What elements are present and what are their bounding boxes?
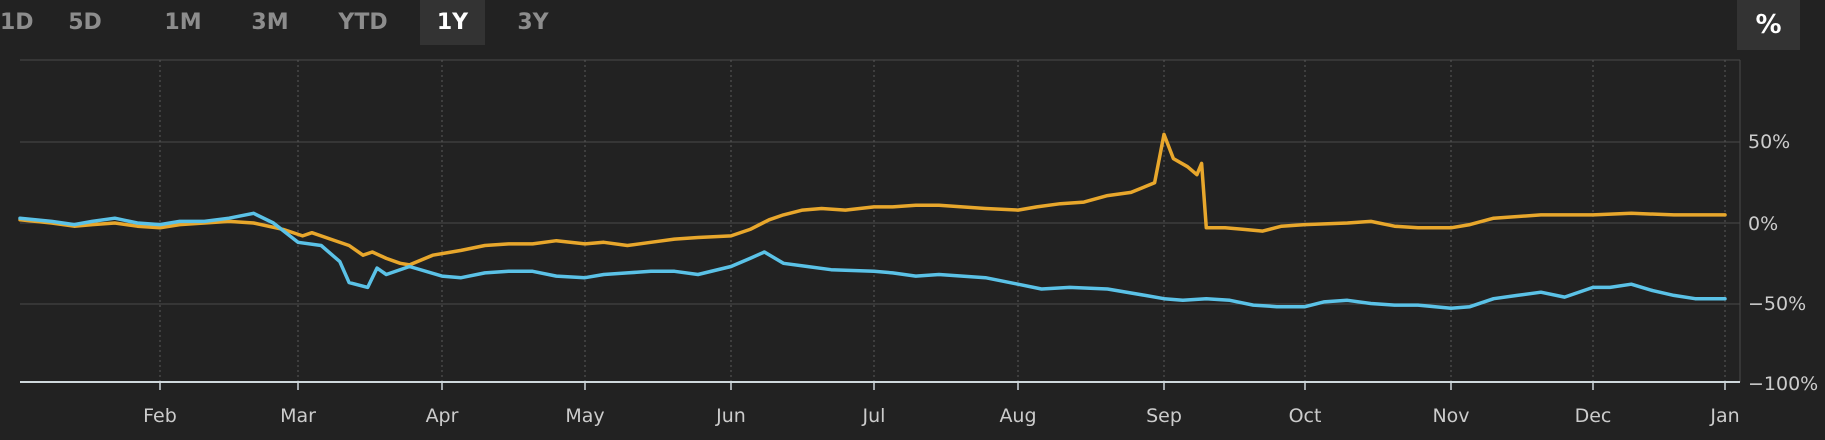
x-tick-label: Aug — [999, 405, 1036, 427]
y-tick-label: −100% — [1748, 373, 1818, 395]
x-tick-label: Nov — [1432, 405, 1469, 427]
tab-3m[interactable]: 3M — [251, 10, 289, 35]
percent-toggle-button[interactable]: % — [1737, 0, 1800, 50]
chart-series — [18, 132, 1727, 311]
x-tick-label: Jan — [1709, 405, 1739, 427]
x-tick-label: Jul — [862, 405, 886, 427]
x-tick-label: Sep — [1146, 405, 1182, 427]
chart-grid — [20, 59, 1741, 390]
x-tick-label: Apr — [426, 405, 459, 427]
tab-1m[interactable]: 1M — [164, 10, 202, 35]
tab-1y[interactable]: 1Y — [420, 0, 485, 45]
x-axis-labels: Feb Mar Apr May Jun Jul Aug Sep Oct Nov Dec Jan — [143, 405, 1739, 427]
tab-3y[interactable]: 3Y — [517, 10, 549, 35]
x-tick-label: Oct — [1289, 405, 1322, 427]
y-tick-label: −50% — [1748, 293, 1806, 315]
x-tick-label: Feb — [143, 405, 177, 427]
x-tick-label: Dec — [1575, 405, 1612, 427]
tab-5d[interactable]: 5D — [68, 10, 102, 35]
tab-1d[interactable]: 1D — [0, 10, 34, 35]
x-tick-label: May — [565, 405, 604, 427]
blue-series-line — [18, 211, 1727, 311]
tab-ytd[interactable]: YTD — [338, 10, 388, 35]
y-axis-labels: 50% 0% −50% −100% — [1748, 131, 1818, 395]
x-tick-label: Mar — [280, 405, 316, 427]
y-tick-label: 0% — [1748, 213, 1778, 235]
y-tick-label: 50% — [1748, 131, 1790, 153]
x-tick-label: Jun — [715, 405, 746, 427]
gold-series-line — [18, 132, 1727, 267]
